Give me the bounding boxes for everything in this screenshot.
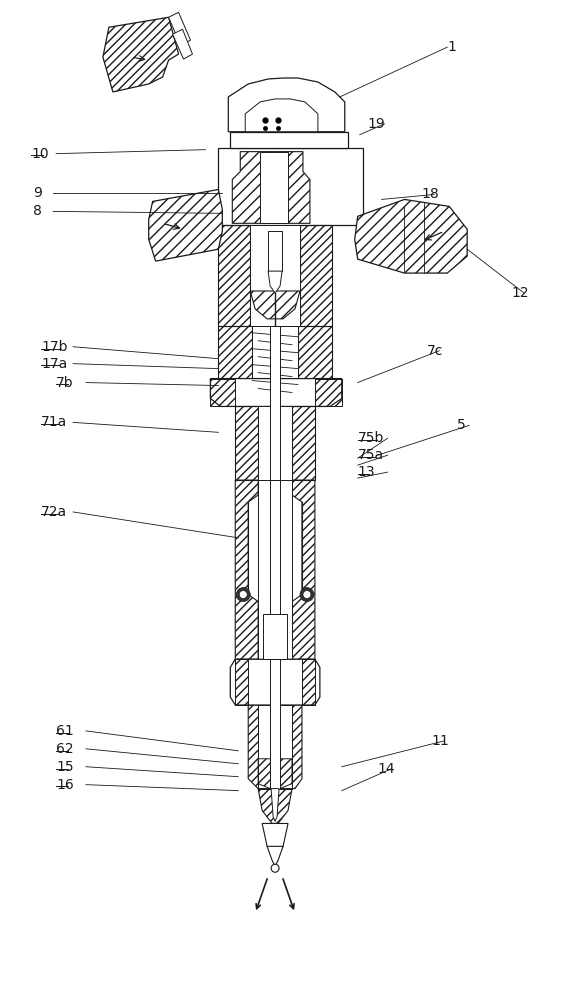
Bar [258,705,292,789]
Polygon shape [210,379,342,406]
Text: 61: 61 [56,724,74,738]
Bar [268,231,282,271]
Text: 62: 62 [56,742,74,756]
Text: 7c: 7c [427,344,444,358]
Circle shape [271,864,279,872]
Polygon shape [250,291,300,319]
Text: 9: 9 [33,186,42,200]
Bar [260,152,288,223]
Polygon shape [355,199,467,273]
Text: 1: 1 [447,40,456,54]
Circle shape [300,588,314,602]
Bar [218,148,363,225]
Bar [258,406,292,480]
Text: 75b: 75b [357,431,384,445]
Text: 75a: 75a [357,448,384,462]
Polygon shape [173,29,193,59]
Circle shape [239,591,247,599]
Polygon shape [267,846,283,866]
Text: 72a: 72a [41,505,68,519]
Polygon shape [228,78,345,132]
Bar [270,480,280,659]
Bar [270,659,280,789]
Text: 19: 19 [367,117,386,131]
Bar [263,614,287,659]
Circle shape [237,588,250,602]
Polygon shape [103,17,178,92]
Text: 14: 14 [377,762,395,776]
Bar [250,225,300,326]
Circle shape [303,591,311,599]
Bar [270,326,280,480]
Polygon shape [230,659,320,705]
Text: 71a: 71a [41,415,68,429]
Polygon shape [271,789,279,821]
Polygon shape [149,189,222,261]
Bar [230,132,348,148]
Polygon shape [268,271,282,293]
Polygon shape [168,12,191,45]
Text: 11: 11 [431,734,449,748]
Text: 16: 16 [56,778,74,792]
Polygon shape [262,823,288,860]
Text: 15: 15 [56,760,74,774]
Text: 7b: 7b [56,376,74,390]
Text: 12: 12 [511,286,528,300]
Text: 5: 5 [457,418,466,432]
Bar [258,480,292,659]
Text: 17b: 17b [41,340,68,354]
Text: 8: 8 [33,204,42,218]
Text: 13: 13 [357,465,375,479]
Polygon shape [232,152,310,223]
Text: 18: 18 [421,187,439,201]
Text: 17a: 17a [41,357,68,371]
Text: 10: 10 [31,147,49,161]
Polygon shape [245,99,318,132]
Bar [252,326,298,379]
